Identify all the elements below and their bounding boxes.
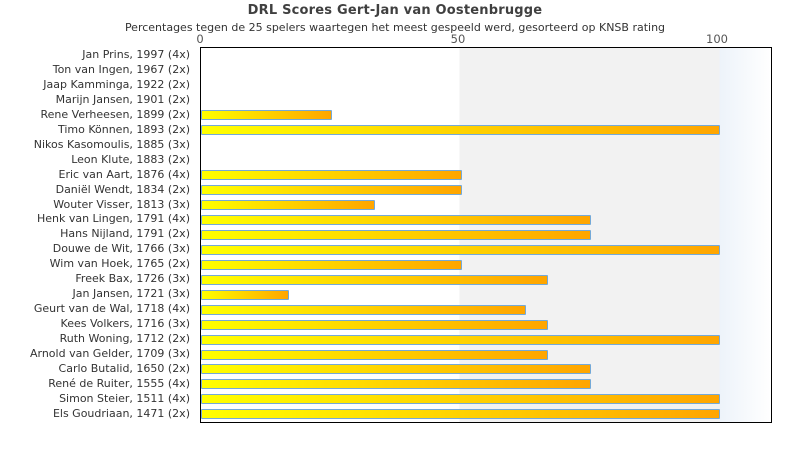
score-bar bbox=[201, 244, 720, 255]
player-label: Jan Prins, 1997 (4x) bbox=[82, 47, 190, 61]
bar-row bbox=[201, 63, 771, 78]
player-label: Douwe de Wit, 1766 (3x) bbox=[52, 242, 190, 256]
plot-area bbox=[200, 47, 772, 423]
bar-row bbox=[201, 287, 771, 302]
bar-row bbox=[201, 183, 771, 198]
bar-row bbox=[201, 227, 771, 242]
score-bar bbox=[201, 334, 720, 345]
player-label: Ton van Ingen, 1967 (2x) bbox=[52, 62, 190, 76]
score-bar bbox=[201, 259, 462, 270]
bar-row bbox=[201, 48, 771, 63]
score-bar bbox=[201, 125, 720, 136]
bar-row bbox=[201, 108, 771, 123]
player-label: Henk van Lingen, 1791 (4x) bbox=[36, 212, 190, 226]
x-axis-tick-0: 0 bbox=[196, 32, 204, 46]
player-label: Eric van Aart, 1876 (4x) bbox=[58, 167, 190, 181]
player-label: Timo Können, 1893 (2x) bbox=[57, 122, 190, 136]
bar-row bbox=[201, 317, 771, 332]
player-label: Kees Volkers, 1716 (3x) bbox=[60, 317, 190, 331]
label-column: Jan Prins, 1997 (4x) Ton van Ingen, 1967 … bbox=[0, 47, 195, 421]
score-bar bbox=[201, 289, 290, 300]
player-label: Leon Klute, 1883 (2x) bbox=[71, 152, 190, 166]
score-bar bbox=[201, 319, 548, 330]
bar-row bbox=[201, 347, 771, 362]
score-bar bbox=[201, 394, 720, 405]
player-label: Hans Nijland, 1791 (2x) bbox=[60, 227, 190, 241]
score-bar bbox=[201, 349, 548, 360]
x-axis-tick-50: 50 bbox=[450, 32, 466, 46]
bar-row bbox=[201, 212, 771, 227]
player-label: Ruth Woning, 1712 (2x) bbox=[59, 332, 190, 346]
bar-row bbox=[201, 272, 771, 287]
bar-row bbox=[201, 407, 771, 422]
player-label: Nikos Kasomoulis, 1885 (3x) bbox=[33, 137, 190, 151]
bar-row bbox=[201, 93, 771, 108]
player-label: Geurt van de Wal, 1718 (4x) bbox=[33, 302, 190, 316]
bar-row bbox=[201, 302, 771, 317]
score-bar bbox=[201, 170, 462, 181]
score-bar bbox=[201, 229, 591, 240]
player-label: Marijn Jansen, 1901 (2x) bbox=[55, 92, 190, 106]
player-label: René de Ruiter, 1555 (4x) bbox=[48, 376, 190, 390]
player-label: Arnold van Gelder, 1709 (3x) bbox=[29, 347, 190, 361]
bar-row bbox=[201, 392, 771, 407]
player-label: Wim van Hoek, 1765 (2x) bbox=[49, 257, 190, 271]
score-bar bbox=[201, 274, 548, 285]
player-label: Jan Jansen, 1721 (3x) bbox=[72, 287, 190, 301]
bar-row bbox=[201, 198, 771, 213]
chart-subtitle: Percentages tegen de 25 spelers waartege… bbox=[124, 21, 666, 34]
score-bar bbox=[201, 364, 591, 375]
score-bar bbox=[201, 185, 462, 196]
player-label: Carlo Butalid, 1650 (2x) bbox=[58, 361, 190, 375]
bar-row bbox=[201, 332, 771, 347]
player-label: Wouter Visser, 1813 (3x) bbox=[53, 197, 190, 211]
score-bar bbox=[201, 214, 591, 225]
bar-row bbox=[201, 362, 771, 377]
player-label: Jaap Kamminga, 1922 (2x) bbox=[43, 77, 190, 91]
player-label: Els Goudriaan, 1471 (2x) bbox=[52, 406, 190, 420]
player-label: Rene Verheesen, 1899 (2x) bbox=[40, 107, 190, 121]
score-bar bbox=[201, 379, 591, 390]
player-label: Simon Steier, 1511 (4x) bbox=[59, 391, 190, 405]
bar-row bbox=[201, 377, 771, 392]
score-bar bbox=[201, 200, 376, 210]
bar-row bbox=[201, 153, 771, 168]
bar-row bbox=[201, 168, 771, 183]
score-bar bbox=[201, 409, 720, 420]
bar-row bbox=[201, 78, 771, 93]
x-axis-tick-100: 100 bbox=[706, 32, 728, 46]
bar-row bbox=[201, 242, 771, 257]
player-label: Daniël Wendt, 1834 (2x) bbox=[55, 182, 190, 196]
bar-row bbox=[201, 257, 771, 272]
bar-row bbox=[201, 123, 771, 138]
bar-row bbox=[201, 138, 771, 153]
chart-title: DRL Scores Gert-Jan van Oostenbrugge bbox=[247, 3, 543, 18]
score-bar bbox=[201, 304, 527, 315]
player-label: Freek Bax, 1726 (3x) bbox=[75, 272, 190, 286]
score-bar bbox=[201, 110, 333, 121]
